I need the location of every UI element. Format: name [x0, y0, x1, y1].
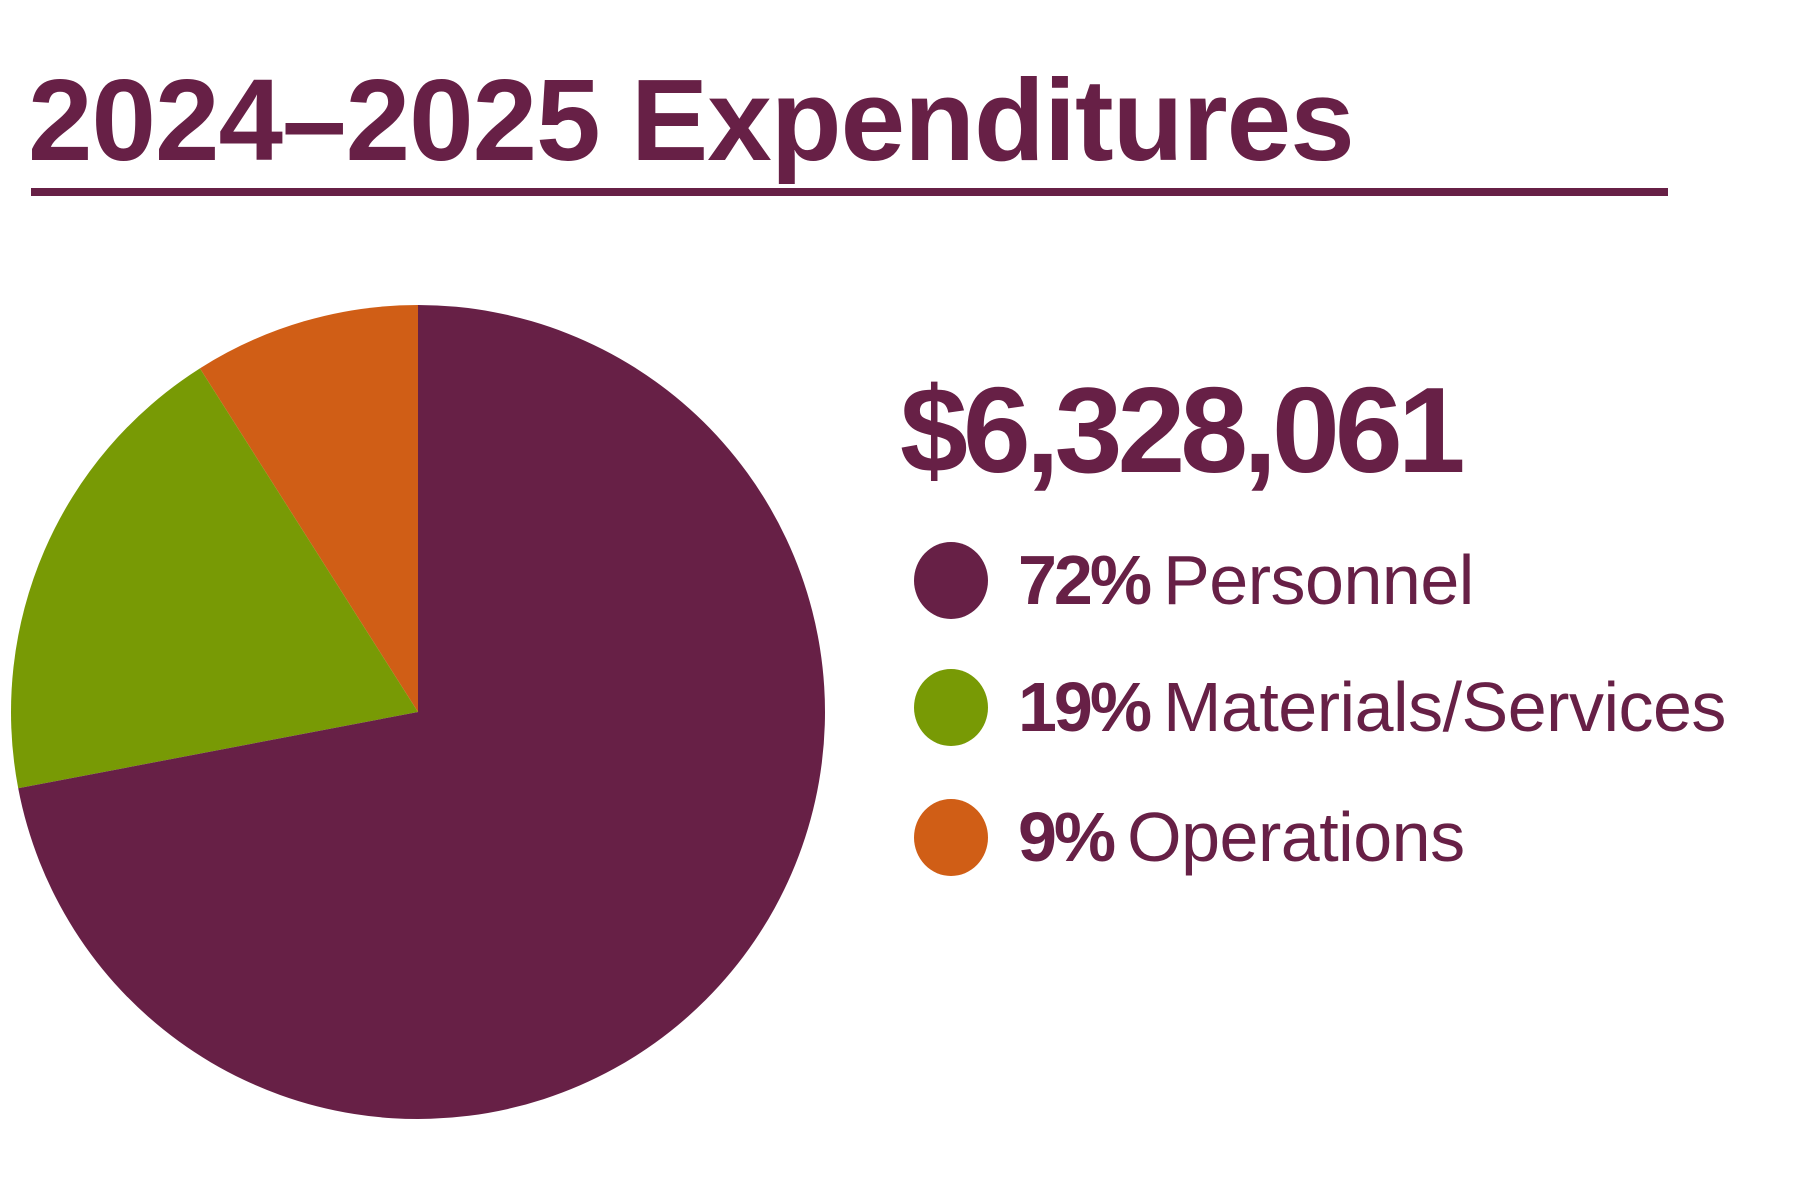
legend-label: Materials/Services: [1163, 668, 1726, 746]
legend-percent: 9%: [1018, 798, 1116, 876]
legend-percent: 72%: [1018, 541, 1152, 619]
page-title: 2024–2025 Expenditures: [28, 55, 1355, 185]
legend-item-personnel: 72% Personnel: [914, 540, 1474, 620]
materials-services-slice: [10, 368, 419, 789]
legend-percent: 19%: [1018, 668, 1152, 746]
total-amount: $6,328,061: [900, 362, 1466, 498]
legend-item-operations: 9% Operations: [914, 797, 1465, 877]
personnel-slice: [18, 305, 825, 1120]
expenditures-pie-chart: [10, 305, 825, 1120]
legend-label: Operations: [1127, 798, 1465, 876]
operations-slice: [199, 305, 418, 712]
legend-label: Personnel: [1163, 541, 1474, 619]
title-underline-divider: [31, 188, 1668, 196]
legend-item-materials-services: 19% Materials/Services: [914, 667, 1726, 747]
materials-services-swatch-icon: [914, 668, 988, 746]
personnel-swatch-icon: [914, 541, 988, 619]
operations-swatch-icon: [914, 798, 988, 876]
